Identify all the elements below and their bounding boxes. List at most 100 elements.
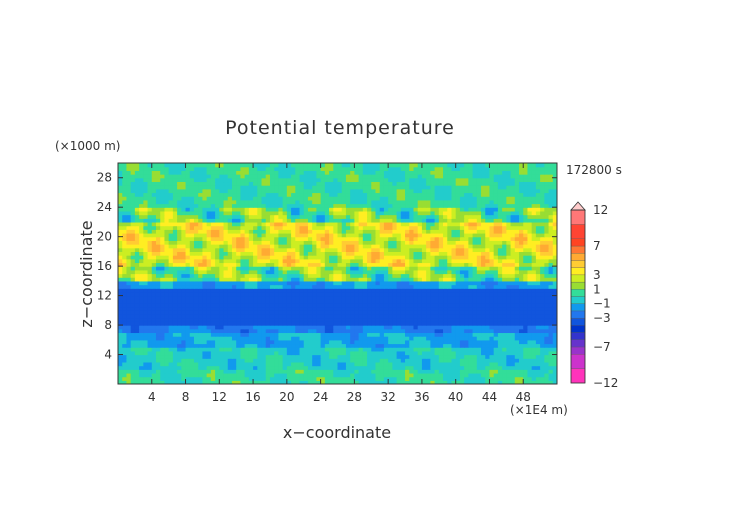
field-cell [134, 266, 140, 271]
field-cell [400, 232, 406, 238]
field-cell [434, 225, 440, 230]
field-cell [544, 350, 550, 356]
field-cell [337, 317, 343, 322]
field-cell [434, 240, 440, 245]
field-cell [447, 236, 453, 241]
field-cell [375, 225, 381, 230]
field-cell [375, 244, 381, 249]
field-cell [489, 302, 495, 308]
field-cell [502, 372, 507, 378]
field-cell [434, 358, 440, 363]
field-cell [193, 277, 199, 282]
field-cell [299, 269, 305, 275]
field-cell [468, 225, 474, 230]
field-cell [350, 273, 355, 278]
field-cell [227, 210, 233, 216]
field-cell [253, 376, 258, 381]
field-cell [118, 365, 123, 370]
field-cell [443, 277, 448, 282]
field-cell [447, 328, 453, 334]
field-cell [510, 225, 516, 230]
field-cell [375, 284, 381, 289]
field-cell [210, 376, 216, 381]
field-cell [502, 288, 507, 293]
field-cell [540, 218, 545, 223]
field-cell [261, 288, 267, 293]
field-cell [219, 325, 225, 330]
field-cell [426, 302, 431, 308]
field-cell [392, 207, 398, 212]
field-cell [147, 332, 153, 337]
field-cell [177, 336, 182, 341]
field-cell [265, 288, 271, 293]
field-cell [421, 210, 427, 216]
field-cell [396, 218, 402, 223]
field-cell [383, 332, 389, 337]
field-cell [160, 244, 166, 249]
field-cell [383, 372, 389, 378]
field-cell [193, 251, 199, 256]
field-cell [392, 280, 398, 286]
field-cell [540, 336, 545, 341]
field-cell [177, 280, 182, 286]
field-cell [231, 269, 237, 275]
field-cell [202, 310, 208, 315]
field-cell [371, 347, 377, 352]
field-cell [447, 321, 453, 326]
field-cell [181, 299, 187, 304]
field-cell [459, 339, 465, 345]
field-cell [367, 310, 372, 315]
field-cell [400, 343, 406, 348]
field-cell [261, 218, 267, 223]
field-cell [320, 284, 326, 289]
field-cell [172, 232, 178, 238]
field-cell [375, 262, 381, 267]
field-cell [324, 369, 330, 374]
field-cell [143, 369, 149, 374]
field-cell [312, 269, 317, 275]
field-cell [134, 295, 140, 300]
field-cell [231, 251, 237, 256]
field-cell [274, 361, 279, 367]
field-cell [464, 232, 469, 238]
field-cell [535, 306, 541, 311]
field-cell [269, 328, 275, 334]
field-cell [400, 210, 406, 216]
field-cell [206, 277, 212, 282]
field-cell [540, 317, 545, 322]
field-cell [286, 347, 292, 352]
field-cell [485, 244, 491, 249]
field-cell [248, 369, 254, 374]
field-cell [544, 365, 550, 370]
field-cell [540, 310, 545, 315]
field-cell [388, 273, 393, 278]
field-cell [198, 244, 204, 249]
field-cell [430, 273, 436, 278]
field-cell [506, 325, 512, 330]
field-cell [206, 350, 212, 356]
field-cell [312, 255, 317, 260]
field-cell [198, 207, 204, 212]
field-cell [523, 332, 529, 337]
field-cell [282, 236, 288, 241]
field-cell [426, 221, 431, 227]
field-cell [320, 269, 326, 275]
field-cell [430, 251, 436, 256]
field-cell [303, 214, 309, 219]
field-cell [510, 306, 516, 311]
field-cell [181, 280, 187, 286]
field-cell [168, 266, 174, 271]
field-cell [510, 258, 516, 264]
field-cell [354, 358, 360, 363]
field-cell [502, 365, 507, 370]
field-cell [493, 310, 499, 315]
field-cell [160, 332, 166, 337]
field-cell [278, 310, 284, 315]
field-cell [350, 376, 355, 381]
field-cell [160, 365, 166, 370]
field-cell [261, 240, 267, 245]
field-cell [383, 299, 389, 304]
field-cell [514, 232, 520, 238]
field-cell [405, 369, 410, 374]
field-cell [535, 207, 541, 212]
